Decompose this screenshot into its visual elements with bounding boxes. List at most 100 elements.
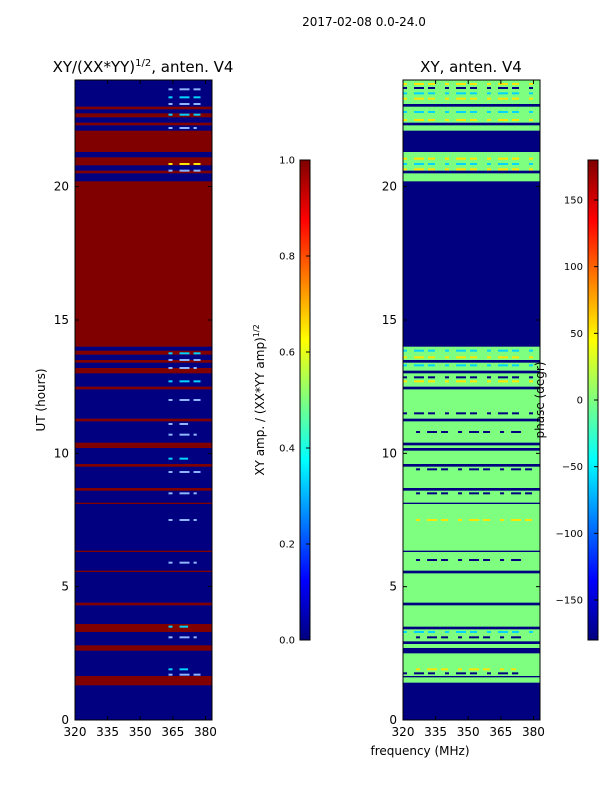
heatmap-speckle (512, 111, 519, 113)
amplitude-heatmap: 320 335 350 365 380 0 5 10 15 20 (54, 79, 217, 739)
heatmap-band (75, 350, 212, 355)
heatmap-speckle (416, 519, 421, 521)
heatmap-speckle (428, 168, 435, 171)
heatmap-speckle (456, 356, 466, 359)
heatmap-speckle (487, 412, 491, 415)
heatmap-speckle (168, 625, 173, 628)
heatmap-speckle (456, 157, 466, 160)
heatmap-band (75, 464, 212, 467)
heatmap-speckle (403, 349, 407, 352)
heatmap-speckle (193, 359, 201, 361)
heatmap-speckle (179, 169, 190, 172)
heatmap-speckle (470, 349, 477, 352)
heatmap-band (403, 602, 540, 606)
heatmap-speckle (179, 163, 190, 165)
heatmap-speckle (498, 376, 508, 379)
heatmap-band (403, 130, 540, 152)
heatmap-speckle (487, 349, 491, 352)
heatmap-speckle (487, 168, 491, 171)
frequency-x-axis-label: frequency (MHz) (370, 744, 469, 758)
heatmap-speckle (427, 668, 438, 671)
heatmap-speckle (500, 519, 505, 521)
heatmap-band (403, 360, 540, 363)
heatmap-speckle (456, 87, 466, 89)
heatmap-speckle (179, 668, 189, 671)
heatmap-speckle (414, 356, 424, 359)
heatmap-speckle (445, 97, 449, 100)
heatmap-speckle (529, 119, 533, 121)
heatmap-speckle (193, 492, 197, 495)
heatmap-speckle (483, 519, 491, 521)
heatmap-speckle (498, 92, 508, 95)
heatmap-speckle (498, 163, 508, 165)
amplitude-colorbar-label: XY amp. / (XX*YY amp)1/2 (252, 324, 267, 475)
heatmap-speckle (168, 359, 173, 361)
heatmap-speckle (193, 113, 201, 116)
heatmap-speckle (483, 668, 491, 671)
heatmap-speckle (470, 83, 477, 85)
heatmap-speckle (179, 103, 190, 105)
heatmap-speckle (456, 349, 466, 352)
y-tick-label: 0 (61, 713, 69, 727)
y-tick-label: 15 (54, 313, 69, 327)
heatmap-speckle (168, 433, 173, 436)
heatmap-speckle (529, 631, 533, 633)
heatmap-speckle (445, 672, 449, 675)
heatmap-speckle (469, 492, 480, 495)
heatmap-speckle (456, 83, 466, 85)
heatmap-speckle (193, 96, 201, 99)
heatmap-band (403, 104, 540, 107)
x-tick-label: 335 (96, 725, 119, 739)
heatmap-speckle (511, 492, 522, 495)
y-tick-label: 10 (382, 446, 397, 460)
heatmap-speckle (168, 352, 173, 355)
heatmap-speckle (168, 96, 173, 99)
heatmap-speckle (483, 468, 491, 471)
heatmap-speckle (470, 87, 477, 89)
heatmap-speckle (403, 163, 407, 165)
heatmap-band (403, 550, 540, 552)
heatmap-speckle (498, 349, 508, 352)
y-tick-label: 20 (54, 180, 69, 194)
heatmap-speckle (498, 672, 508, 675)
heatmap-speckle (487, 163, 491, 165)
y-tick-label: 0 (389, 713, 397, 727)
heatmap-speckle (428, 157, 435, 160)
heatmap-band (403, 648, 540, 654)
heatmap-band (403, 488, 540, 491)
heatmap-speckle (487, 119, 491, 121)
heatmap-speckle (168, 113, 173, 116)
heatmap-speckle (511, 668, 517, 671)
colorbar-tick-label: −150 (556, 596, 583, 607)
heatmap-speckle (403, 157, 407, 160)
heatmap-speckle (416, 492, 421, 495)
heatmap-speckle (500, 468, 505, 471)
heatmap-speckle (414, 87, 424, 89)
amplitude-y-axis-label: UT (hours) (34, 368, 48, 431)
heatmap-speckle (428, 83, 435, 85)
heatmap-speckle (441, 468, 449, 471)
heatmap-speckle (414, 631, 424, 633)
colorbar-tick-label: 1.0 (279, 156, 295, 167)
heatmap-speckle (403, 97, 407, 100)
heatmap-speckle (483, 636, 491, 639)
heatmap-band (403, 502, 540, 504)
heatmap-speckle (193, 380, 201, 383)
heatmap-speckle (427, 492, 438, 495)
heatmap-speckle (168, 492, 173, 495)
heatmap-speckle (428, 97, 435, 100)
heatmap-speckle (456, 380, 466, 383)
heatmap-speckle (470, 163, 477, 165)
heatmap-speckle (458, 431, 463, 433)
heatmap-band (403, 442, 540, 446)
heatmap-speckle (512, 631, 519, 633)
heatmap-speckle (403, 119, 407, 121)
heatmap-speckle (168, 673, 173, 676)
amplitude-panel: XY/(XX*YY)1/2, anten. V4 320 335 350 365 380… (34, 58, 233, 739)
heatmap-speckle (498, 412, 508, 415)
heatmap-speckle (193, 88, 201, 91)
heatmap-speckle (427, 519, 438, 521)
heatmap-speckle (529, 356, 533, 359)
heatmap-speckle (414, 412, 424, 415)
